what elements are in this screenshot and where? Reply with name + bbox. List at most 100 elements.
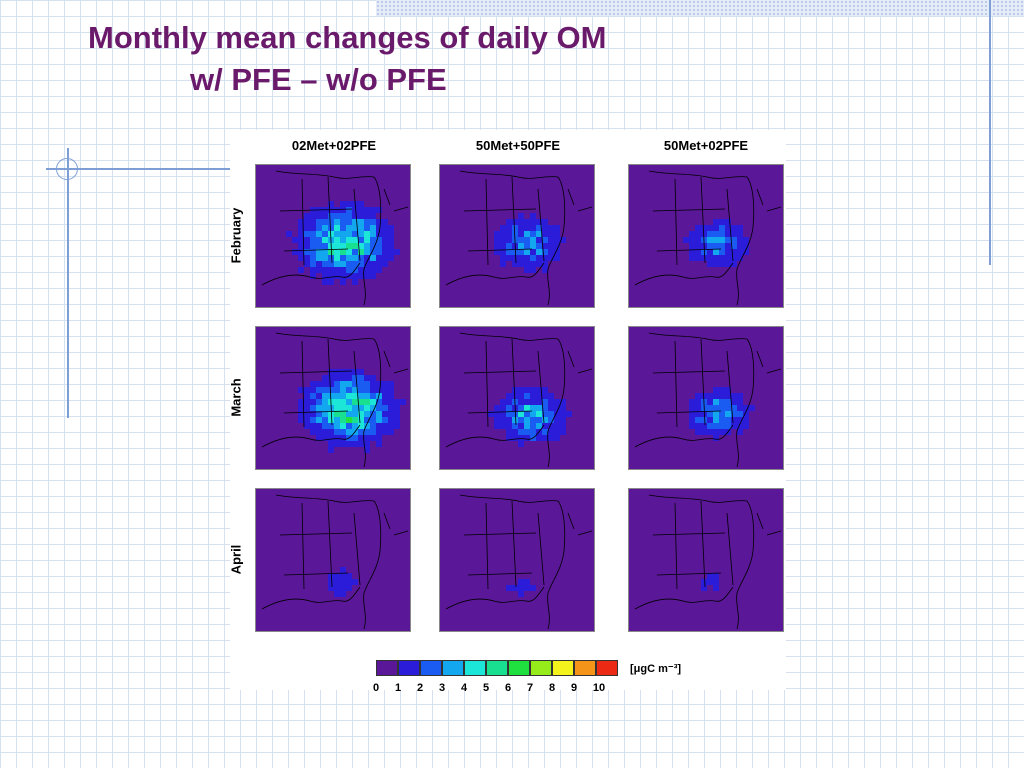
map-cell [358, 261, 364, 267]
map-cell [298, 255, 304, 261]
map-cell [310, 411, 316, 417]
map-cell [725, 399, 731, 405]
map-cell [298, 219, 304, 225]
map-cell [364, 243, 370, 249]
map-cell [695, 405, 701, 411]
map-cell [382, 231, 388, 237]
map-cell [530, 393, 536, 399]
map-cell [737, 255, 743, 261]
row-label-february: February [228, 207, 244, 264]
map-cell [500, 225, 506, 231]
map-cell [346, 399, 352, 405]
map-cell [340, 393, 346, 399]
map-april-02met-02pfe [255, 488, 411, 632]
map-cell [548, 255, 554, 261]
state-boundary-line [383, 350, 409, 374]
map-cell [376, 423, 382, 429]
map-cell [316, 219, 322, 225]
colorbar-tick: 7 [526, 682, 534, 694]
map-cell [536, 417, 542, 423]
map-cell [322, 429, 328, 435]
map-cell [518, 255, 524, 261]
state-boundary-line [634, 424, 734, 448]
map-cell [364, 447, 370, 453]
state-boundary-line [275, 332, 382, 468]
map-cell [743, 405, 749, 411]
map-cell [542, 423, 548, 429]
map-cell [328, 417, 334, 423]
map-cell [506, 411, 512, 417]
map-cell [713, 249, 719, 255]
map-cell [731, 243, 737, 249]
map-cell [334, 219, 340, 225]
map-cell [358, 399, 364, 405]
map-cell [364, 411, 370, 417]
map-cell [376, 405, 382, 411]
map-cell [364, 237, 370, 243]
map-cell [310, 387, 316, 393]
map-cell [310, 417, 316, 423]
map-cell [542, 393, 548, 399]
map-cell [542, 243, 548, 249]
map-cell [731, 249, 737, 255]
map-cell [725, 231, 731, 237]
map-cell [358, 243, 364, 249]
map-cell [500, 405, 506, 411]
map-cell [370, 243, 376, 249]
map-cell [382, 225, 388, 231]
map-cell [536, 237, 542, 243]
map-cell [536, 423, 542, 429]
map-cell [713, 585, 719, 591]
map-cell [737, 393, 743, 399]
map-cell [346, 417, 352, 423]
map-cell [364, 441, 370, 447]
map-boundaries [634, 494, 782, 630]
map-cell [707, 411, 713, 417]
map-cell [536, 219, 542, 225]
map-cell [310, 399, 316, 405]
map-cell [713, 411, 719, 417]
map-cell [298, 399, 304, 405]
map-cell [310, 267, 316, 273]
map-cell [370, 249, 376, 255]
map-cell [310, 273, 316, 279]
map-cell [370, 213, 376, 219]
map-cell [382, 387, 388, 393]
map-cell [322, 231, 328, 237]
map-cell [370, 375, 376, 381]
state-boundary-line [756, 350, 782, 374]
map-cell [358, 387, 364, 393]
map-cell [518, 579, 524, 585]
map-cell [334, 213, 340, 219]
map-cell [364, 225, 370, 231]
map-cell [536, 387, 542, 393]
map-cell [707, 393, 713, 399]
map-cell [340, 591, 346, 597]
map-cell [316, 435, 322, 441]
map-cell [512, 261, 518, 267]
map-cell [542, 405, 548, 411]
map-cell [494, 417, 500, 423]
map-cell [352, 207, 358, 213]
map-cell [358, 219, 364, 225]
slide-title-line-2: w/ PFE – w/o PFE [190, 62, 447, 97]
map-cell [310, 225, 316, 231]
map-cell [364, 231, 370, 237]
map-cell [707, 249, 713, 255]
map-cell [370, 399, 376, 405]
map-cell [340, 261, 346, 267]
map-cell [328, 279, 334, 285]
map-cell [310, 381, 316, 387]
map-cell [689, 399, 695, 405]
map-cell [719, 399, 725, 405]
colorbar-bin-1 [398, 660, 420, 676]
map-cell [719, 249, 725, 255]
map-cell [364, 423, 370, 429]
map-cell [524, 237, 530, 243]
map-cell [304, 417, 310, 423]
map-cell [737, 237, 743, 243]
map-cell [518, 243, 524, 249]
map-cell [322, 237, 328, 243]
map-cell [737, 399, 743, 405]
map-cell [328, 225, 334, 231]
